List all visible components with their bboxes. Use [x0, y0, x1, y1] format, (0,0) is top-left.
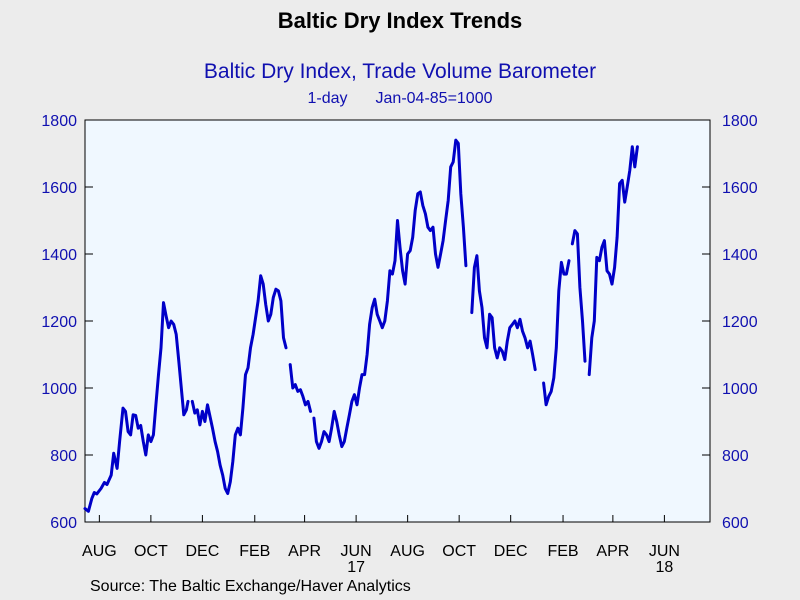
base-label: Jan-04-85=1000	[375, 90, 493, 107]
y-tick-label-left: 1200	[41, 314, 77, 331]
source-note: Source: The Baltic Exchange/Haver Analyt…	[90, 578, 411, 595]
frequency-label: 1-day	[307, 90, 348, 107]
plot-area	[84, 119, 711, 523]
x-tick-label: DEC	[186, 543, 220, 560]
series-subtitle: 1-day Jan-04-85=1000	[0, 90, 800, 108]
series-line-segment	[470, 254, 537, 372]
x-tick-label: FEB	[239, 543, 270, 560]
y-tick-label-left: 600	[50, 515, 77, 532]
series-line-segment	[542, 259, 571, 407]
series-line-segment	[312, 138, 468, 450]
page-title: Baltic Dry Index Trends	[277, 8, 523, 33]
y-tick-label-right: 600	[722, 515, 749, 532]
y-tick-label-right: 1600	[722, 180, 758, 197]
y-tick-label-left: 1400	[41, 247, 77, 264]
y-tick-label-left: 1000	[41, 381, 77, 398]
series-line-segment	[83, 301, 190, 513]
x-tick-label: APR	[596, 543, 629, 560]
x-tick-label: AUG	[82, 543, 117, 560]
y-tick-label-left: 1600	[41, 180, 77, 197]
series-line-segment	[190, 274, 288, 495]
y-tick-label-left: 800	[50, 448, 77, 465]
x-year-label: 17	[347, 559, 365, 576]
y-tick-label-right: 1400	[722, 247, 758, 264]
y-tick-label-right: 800	[722, 448, 749, 465]
x-year-label: 18	[655, 559, 673, 576]
x-tick-label: AUG	[390, 543, 425, 560]
x-tick-label: JUN	[649, 543, 680, 560]
x-tick-label: DEC	[494, 543, 528, 560]
x-tick-label: JUN	[341, 543, 372, 560]
x-tick-label: OCT	[134, 543, 168, 560]
series-title: Baltic Dry Index, Trade Volume Barometer	[203, 60, 597, 83]
y-tick-label-right: 1200	[722, 314, 758, 331]
x-tick-label: FEB	[547, 543, 578, 560]
series-lines	[83, 138, 639, 513]
x-tick-label: APR	[288, 543, 321, 560]
axes: 600 600 800 800 1000 1000 1200 1200 1400 1400 1600…	[41, 113, 757, 576]
series-line-segment	[570, 229, 587, 363]
x-tick-label: OCT	[442, 543, 476, 560]
y-tick-label-right: 1800	[722, 113, 758, 130]
series-line-segment	[587, 145, 639, 377]
series-line-segment	[288, 363, 312, 413]
y-tick-label-right: 1000	[722, 381, 758, 398]
y-tick-label-left: 1800	[41, 113, 77, 130]
